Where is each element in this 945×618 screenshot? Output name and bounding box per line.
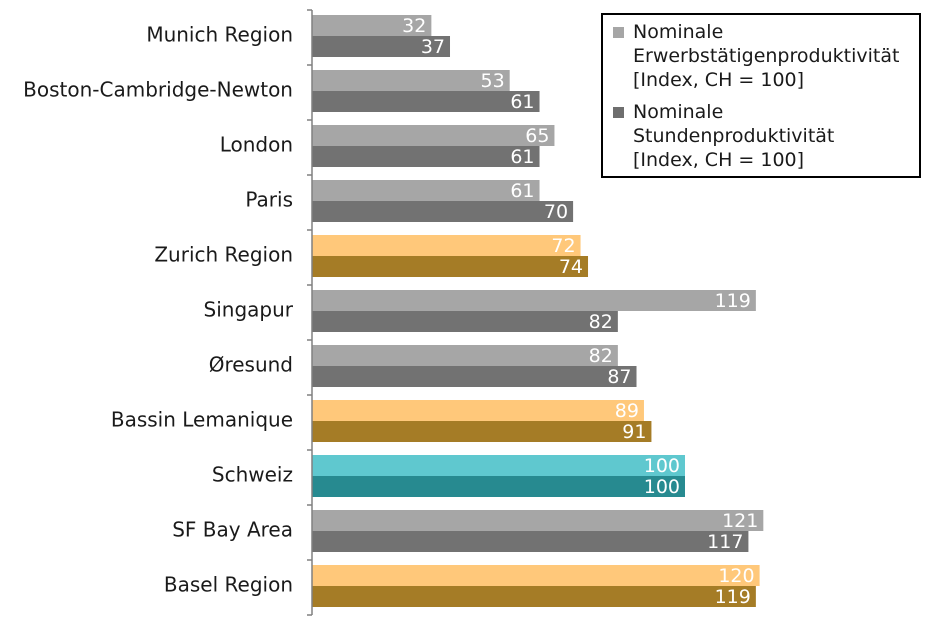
bar-1-7 [312, 400, 644, 421]
bar-2-10 [312, 586, 756, 607]
category-label: Øresund [209, 353, 293, 377]
bar-value-label: 74 [559, 256, 583, 278]
legend: Nominale Erwerbstätigenproduktivität [Inde… [601, 13, 921, 178]
bar-2-6 [312, 366, 637, 387]
legend-label-line: Nominale [633, 21, 724, 43]
legend-label-line: Stundenproduktivität [633, 125, 835, 147]
bar-value-label: 61 [510, 91, 534, 113]
category-label: Boston-Cambridge-Newton [23, 78, 293, 102]
bar-2-7 [312, 421, 652, 442]
bar-value-label: 61 [510, 180, 534, 202]
bar-2-9 [312, 531, 749, 552]
legend-label-line: [Index, CH = 100] [633, 69, 805, 91]
bar-1-2 [312, 125, 555, 146]
bar-value-label: 53 [481, 70, 505, 92]
bar-1-5 [312, 290, 756, 311]
legend-label: Nominale Erwerbstätigenproduktivität [Inde… [633, 20, 899, 92]
bar-value-label: 82 [589, 311, 613, 333]
category-label: Singapur [204, 298, 294, 322]
bar-value-label: 91 [622, 421, 646, 443]
bars-layer [312, 15, 764, 607]
legend-label-line: Nominale [633, 101, 724, 123]
bar-value-label: 119 [715, 586, 751, 608]
bar-value-label: 61 [510, 146, 534, 168]
category-label: Bassin Lemanique [111, 408, 293, 432]
legend-label-line: [Index, CH = 100] [633, 149, 805, 171]
legend-label: Nominale Stundenproduktivität [Index, CH =… [633, 100, 834, 172]
bar-1-6 [312, 345, 618, 366]
bar-value-label: 37 [421, 36, 445, 58]
category-label: Paris [245, 188, 293, 212]
bar-value-label: 72 [551, 235, 575, 257]
category-label: SF Bay Area [172, 518, 293, 542]
axis-ticks [307, 9, 312, 616]
bar-1-4 [312, 235, 581, 256]
bar-value-label: 87 [607, 366, 631, 388]
bar-1-9 [312, 510, 764, 531]
bar-1-1 [312, 70, 510, 91]
bar-2-2 [312, 146, 540, 167]
category-label: Basel Region [164, 573, 293, 597]
category-label: Zurich Region [154, 243, 293, 267]
bar-2-3 [312, 201, 574, 222]
bar-2-5 [312, 311, 618, 332]
bar-2-1 [312, 91, 540, 112]
bar-value-label: 120 [718, 565, 754, 587]
bar-value-label: 89 [615, 400, 639, 422]
bar-1-10 [312, 565, 760, 586]
category-label: Schweiz [212, 463, 293, 487]
category-label: Munich Region [146, 23, 293, 47]
legend-label-line: Erwerbstätigenproduktivität [633, 45, 900, 67]
bar-value-label: 70 [544, 201, 568, 223]
bar-value-label: 121 [722, 510, 758, 532]
bar-value-label: 119 [715, 290, 751, 312]
bar-value-label: 100 [644, 455, 680, 477]
bar-2-0 [312, 36, 451, 57]
bar-value-label: 117 [707, 531, 743, 553]
bar-1-0 [312, 15, 432, 36]
legend-swatch [613, 27, 624, 38]
bar-value-label: 32 [402, 15, 426, 37]
bar-1-8 [312, 455, 685, 476]
bar-2-4 [312, 256, 589, 277]
category-label: London [220, 133, 293, 157]
legend-swatch [613, 107, 624, 118]
bar-value-label: 100 [644, 476, 680, 498]
bar-1-3 [312, 180, 540, 201]
bar-value-label: 82 [589, 345, 613, 367]
bar-2-8 [312, 476, 685, 497]
bar-value-label: 65 [525, 125, 549, 147]
